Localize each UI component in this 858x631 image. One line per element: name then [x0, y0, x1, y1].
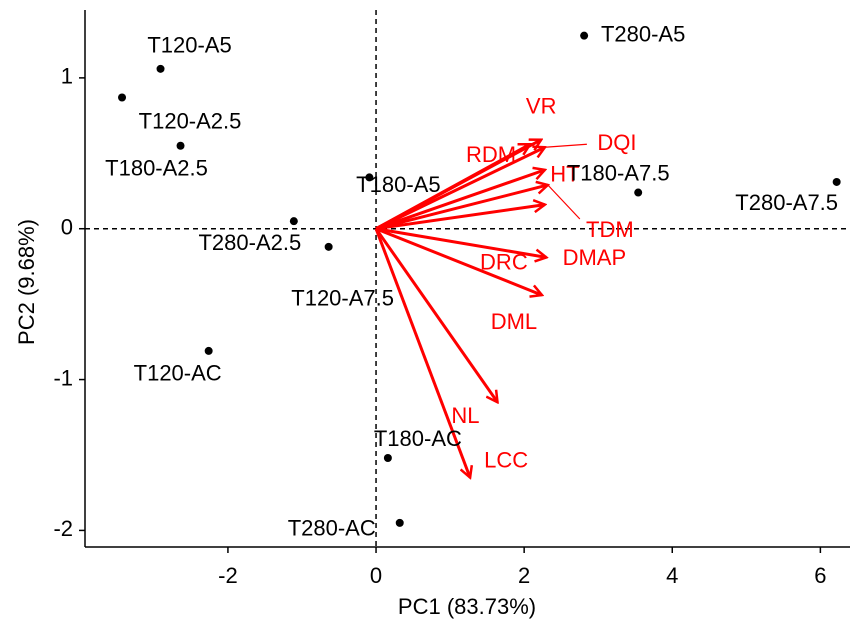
point-label: T120-AC — [134, 361, 222, 386]
loading-label: DML — [491, 309, 537, 334]
y-tick-label: 1 — [61, 64, 73, 89]
point-label: T280-A2.5 — [198, 230, 301, 255]
point-label: T280-AC — [288, 516, 376, 541]
point — [383, 454, 392, 463]
loading-label: DQI — [597, 130, 636, 155]
point-label: T180-A7.5 — [567, 160, 670, 185]
loading-arrow — [375, 227, 542, 295]
loading-arrow — [375, 227, 546, 258]
x-tick-label: 6 — [814, 563, 826, 588]
y-tick-label: 0 — [61, 215, 73, 240]
loading-arrow — [375, 185, 548, 231]
point-label: T180-A2.5 — [105, 156, 208, 181]
point-label: T280-A5 — [601, 21, 685, 46]
x-tick-label: 0 — [370, 563, 382, 588]
loading-arrow — [374, 227, 497, 402]
loading-label: HT — [550, 162, 579, 187]
point — [118, 93, 127, 102]
point — [832, 177, 841, 186]
point — [176, 141, 185, 150]
point — [324, 242, 333, 251]
y-tick-label: -1 — [53, 365, 73, 390]
point-label: T120-A2.5 — [139, 108, 242, 133]
point — [365, 173, 374, 182]
x-tick-label: -2 — [218, 563, 238, 588]
loading-label: VR — [526, 94, 557, 119]
point-label: T180-A5 — [356, 172, 440, 197]
loading-arrow — [374, 228, 470, 478]
leader-line — [547, 184, 581, 220]
y-tick-label: -2 — [53, 516, 73, 541]
point — [634, 188, 643, 197]
point — [395, 518, 404, 527]
point-label: T120-A7.5 — [291, 286, 394, 311]
x-tick-label: 2 — [518, 563, 530, 588]
x-tick-label: 4 — [666, 563, 678, 588]
loading-arrow — [375, 147, 545, 231]
point-label: T280-A7.5 — [735, 190, 838, 215]
loading-label: RDM — [466, 142, 516, 167]
point-label: T180-AC — [374, 426, 462, 451]
loading-arrow — [375, 170, 545, 231]
x-axis-label: PC1 (83.73%) — [398, 594, 536, 619]
point — [580, 31, 589, 40]
loading-label: TDM — [586, 217, 634, 242]
point — [204, 346, 213, 355]
point — [156, 64, 165, 73]
loading-arrow — [375, 142, 530, 231]
loading-label: DMAP — [563, 245, 627, 270]
y-axis-label: PC2 (9.68%) — [14, 219, 39, 345]
leader-line — [544, 143, 587, 148]
loading-label: LCC — [484, 447, 528, 472]
point-label: T120-A5 — [147, 33, 231, 58]
point — [289, 217, 298, 226]
loading-label: NL — [451, 403, 479, 428]
loading-arrow — [375, 205, 545, 231]
